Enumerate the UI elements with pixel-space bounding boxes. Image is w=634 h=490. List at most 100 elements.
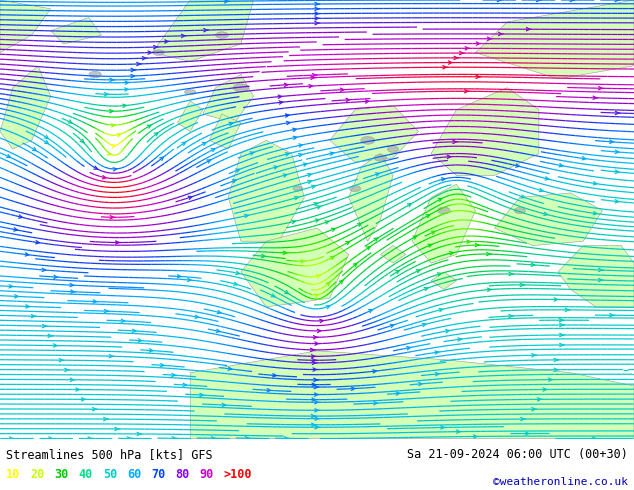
FancyArrowPatch shape	[544, 212, 547, 216]
FancyArrowPatch shape	[314, 378, 318, 382]
FancyArrowPatch shape	[211, 437, 216, 440]
FancyArrowPatch shape	[526, 432, 530, 435]
FancyArrowPatch shape	[236, 169, 240, 172]
FancyArrowPatch shape	[560, 323, 564, 327]
FancyArrowPatch shape	[598, 87, 604, 90]
FancyArrowPatch shape	[301, 260, 304, 263]
FancyArrowPatch shape	[18, 215, 22, 218]
FancyArrowPatch shape	[234, 282, 237, 285]
FancyArrowPatch shape	[396, 392, 399, 395]
FancyArrowPatch shape	[458, 338, 462, 341]
FancyArrowPatch shape	[44, 135, 48, 139]
FancyArrowPatch shape	[373, 369, 377, 373]
Ellipse shape	[349, 186, 361, 192]
Ellipse shape	[184, 90, 196, 95]
FancyArrowPatch shape	[315, 22, 320, 25]
FancyArrowPatch shape	[476, 42, 481, 45]
FancyArrowPatch shape	[284, 83, 288, 87]
FancyArrowPatch shape	[127, 437, 132, 440]
FancyArrowPatch shape	[160, 364, 164, 367]
FancyArrowPatch shape	[315, 342, 320, 345]
FancyArrowPatch shape	[428, 244, 432, 247]
FancyArrowPatch shape	[103, 175, 106, 179]
FancyArrowPatch shape	[107, 152, 111, 155]
Polygon shape	[0, 0, 51, 52]
FancyArrowPatch shape	[615, 199, 619, 203]
FancyArrowPatch shape	[476, 75, 481, 78]
FancyArrowPatch shape	[262, 254, 265, 258]
FancyArrowPatch shape	[346, 98, 349, 101]
FancyArrowPatch shape	[188, 278, 191, 282]
FancyArrowPatch shape	[287, 122, 290, 124]
FancyArrowPatch shape	[598, 278, 604, 282]
FancyArrowPatch shape	[346, 242, 350, 245]
Text: 90: 90	[199, 468, 213, 481]
FancyArrowPatch shape	[374, 238, 378, 241]
FancyArrowPatch shape	[70, 290, 75, 294]
FancyArrowPatch shape	[54, 275, 57, 279]
FancyArrowPatch shape	[615, 170, 619, 173]
Polygon shape	[228, 140, 304, 241]
FancyArrowPatch shape	[273, 374, 276, 377]
FancyArrowPatch shape	[10, 437, 14, 440]
FancyArrowPatch shape	[109, 354, 114, 358]
FancyArrowPatch shape	[309, 84, 313, 88]
FancyArrowPatch shape	[217, 311, 221, 314]
FancyArrowPatch shape	[509, 272, 514, 276]
FancyArrowPatch shape	[267, 389, 271, 392]
Ellipse shape	[293, 186, 303, 191]
FancyArrowPatch shape	[391, 324, 394, 327]
FancyArrowPatch shape	[181, 34, 186, 38]
FancyArrowPatch shape	[236, 271, 240, 274]
FancyArrowPatch shape	[312, 423, 316, 426]
FancyArrowPatch shape	[554, 358, 559, 362]
FancyArrowPatch shape	[593, 96, 598, 99]
FancyArrowPatch shape	[15, 294, 18, 298]
FancyArrowPatch shape	[76, 388, 81, 391]
FancyArrowPatch shape	[593, 182, 597, 185]
Polygon shape	[330, 105, 418, 162]
Polygon shape	[0, 66, 51, 149]
FancyArrowPatch shape	[204, 28, 209, 32]
FancyArrowPatch shape	[311, 415, 316, 418]
FancyArrowPatch shape	[283, 174, 287, 177]
FancyArrowPatch shape	[315, 17, 320, 20]
FancyArrowPatch shape	[232, 180, 236, 183]
Text: 70: 70	[151, 468, 165, 481]
FancyArrowPatch shape	[36, 241, 39, 244]
FancyArrowPatch shape	[435, 351, 439, 354]
FancyArrowPatch shape	[314, 401, 320, 404]
FancyArrowPatch shape	[245, 437, 250, 440]
FancyArrowPatch shape	[147, 125, 151, 128]
FancyArrowPatch shape	[131, 74, 134, 78]
Polygon shape	[412, 184, 476, 263]
FancyArrowPatch shape	[54, 344, 58, 347]
FancyArrowPatch shape	[315, 12, 320, 15]
FancyArrowPatch shape	[443, 66, 448, 69]
Ellipse shape	[387, 146, 399, 152]
Polygon shape	[476, 0, 634, 79]
FancyArrowPatch shape	[453, 140, 458, 144]
Polygon shape	[152, 0, 254, 61]
FancyArrowPatch shape	[498, 32, 503, 36]
FancyArrowPatch shape	[94, 166, 98, 169]
FancyArrowPatch shape	[436, 372, 439, 376]
FancyArrowPatch shape	[566, 308, 570, 312]
Ellipse shape	[437, 207, 450, 214]
FancyArrowPatch shape	[465, 47, 470, 50]
Text: >100: >100	[223, 468, 252, 481]
FancyArrowPatch shape	[229, 122, 233, 125]
FancyArrowPatch shape	[153, 46, 158, 49]
FancyArrowPatch shape	[593, 212, 597, 215]
FancyArrowPatch shape	[373, 402, 377, 405]
FancyArrowPatch shape	[548, 378, 553, 381]
FancyArrowPatch shape	[330, 152, 333, 155]
FancyArrowPatch shape	[488, 288, 491, 292]
FancyArrowPatch shape	[407, 346, 410, 350]
Text: 60: 60	[127, 468, 141, 481]
FancyArrowPatch shape	[81, 139, 84, 143]
FancyArrowPatch shape	[133, 329, 136, 333]
FancyArrowPatch shape	[570, 0, 575, 1]
FancyArrowPatch shape	[610, 140, 613, 144]
FancyArrowPatch shape	[200, 393, 203, 396]
